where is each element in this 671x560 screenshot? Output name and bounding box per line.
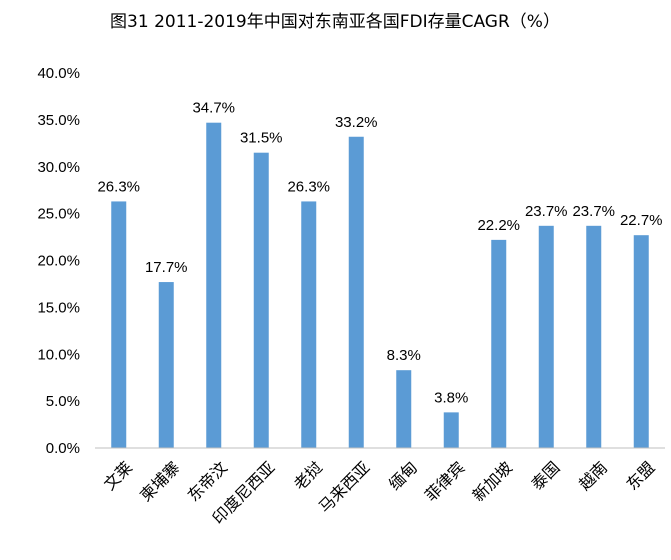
y-tick-label: 5.0% <box>46 393 80 410</box>
data-label: 33.2% <box>335 114 378 131</box>
category-label: 马来西亚 <box>315 458 374 517</box>
bar <box>538 225 554 448</box>
bar <box>206 122 222 448</box>
data-label: 17.7% <box>145 259 188 276</box>
bars: 26.3% 17.7% 34.7% 31.5% 26.3% 33.2% 8.3% 3.8% 22… <box>97 100 663 448</box>
data-label: 34.7% <box>192 100 235 117</box>
bar <box>633 235 649 448</box>
bar <box>396 370 412 448</box>
bar <box>301 201 317 448</box>
y-tick-label: 25.0% <box>37 206 80 223</box>
bar <box>586 225 602 448</box>
bar <box>158 282 174 448</box>
data-label: 22.7% <box>620 212 663 229</box>
category-label: 东盟 <box>622 458 658 494</box>
data-label: 26.3% <box>97 178 140 195</box>
data-label: 31.5% <box>240 130 283 147</box>
y-tick-label: 10.0% <box>37 346 80 363</box>
category-label: 泰国 <box>527 458 563 494</box>
bar <box>348 136 364 448</box>
category-label: 菲律宾 <box>421 458 468 505</box>
y-tick-label: 0.0% <box>46 440 80 457</box>
category-label: 老挝 <box>290 458 326 494</box>
data-label: 26.3% <box>287 178 330 195</box>
y-tick-label: 35.0% <box>37 112 80 129</box>
data-label: 23.7% <box>525 203 568 220</box>
category-label: 新加坡 <box>469 458 516 505</box>
category-label: 缅甸 <box>385 458 421 494</box>
data-label: 23.7% <box>572 203 615 220</box>
category-label: 越南 <box>575 458 611 494</box>
y-tick-label: 40.0% <box>37 65 80 82</box>
chart-title: 图31 2011-2019年中国对东南亚各国FDI存量CAGR（%） <box>110 12 560 32</box>
category-label: 文莱 <box>100 458 136 494</box>
bar <box>253 152 269 448</box>
category-label: 柬埔寨 <box>136 458 183 505</box>
y-axis: 0.0% 5.0% 10.0% 15.0% 20.0% 25.0% 30.0% 35.0% 40… <box>37 65 80 457</box>
data-label: 8.3% <box>387 347 421 364</box>
y-tick-label: 15.0% <box>37 299 80 316</box>
y-tick-label: 20.0% <box>37 253 80 270</box>
bar <box>111 201 127 448</box>
data-label: 3.8% <box>434 389 468 406</box>
y-tick-label: 30.0% <box>37 159 80 176</box>
bar <box>491 239 507 448</box>
bar <box>443 412 459 448</box>
data-label: 22.2% <box>477 217 520 234</box>
